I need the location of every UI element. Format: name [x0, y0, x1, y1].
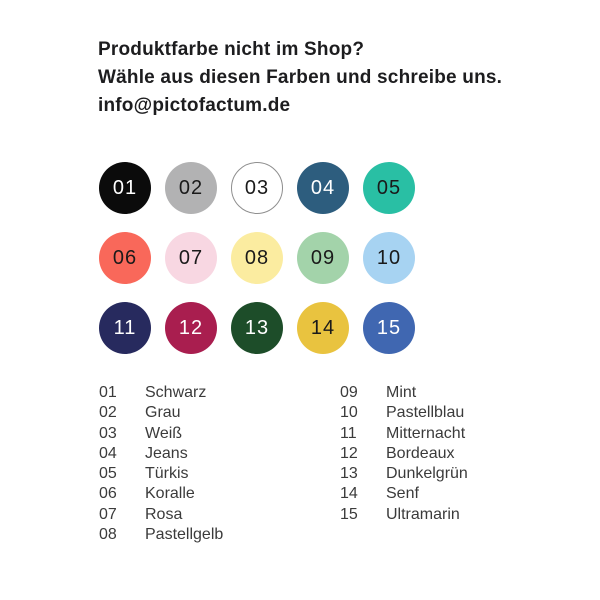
legend-item-14: 14 Senf: [340, 484, 468, 504]
legend-color-name: Bordeaux: [386, 444, 455, 462]
legend-color-name: Schwarz: [145, 384, 207, 401]
legend-item-02: 02 Grau: [99, 403, 223, 423]
legend-color-name: Ultramarin: [386, 505, 460, 523]
color-swatch-15: 15: [363, 302, 415, 354]
legend-number: 11: [340, 424, 357, 442]
legend-number: 04: [99, 444, 117, 462]
legend-color-name: Mitternacht: [386, 424, 466, 442]
legend-color-name: Rosa: [145, 505, 183, 523]
header-line-1: Produktfarbe nicht im Shop?: [98, 39, 365, 60]
legend-number: 07: [99, 505, 117, 523]
color-swatch-02: 02: [165, 162, 217, 214]
legend-number: 08: [99, 526, 117, 544]
legend-item-06: 06 Koralle: [99, 484, 223, 504]
color-swatch-12: 12: [165, 302, 217, 354]
legend-color-name: Senf: [386, 485, 419, 503]
legend-number: 05: [99, 465, 117, 483]
color-swatch-13: 13: [231, 302, 283, 354]
legend-item-08: 08 Pastellgelb: [99, 525, 223, 545]
legend-item-12: 12 Bordeaux: [340, 444, 468, 464]
color-swatch-07: 07: [165, 232, 217, 284]
legend-column-left: 01 Schwarz 02 Grau 03 Weiß 04 Jeans 05 Türkis 06 Ko…: [99, 383, 223, 545]
legend-item-11: 11 Mitternacht: [340, 424, 468, 444]
legend-item-01: 01 Schwarz: [99, 383, 223, 403]
legend-color-name: Jeans: [145, 444, 188, 462]
legend-item-10: 10 Pastellblau: [340, 403, 468, 423]
legend-number: 09: [340, 384, 358, 401]
legend-color-name: Dunkelgrün: [386, 465, 468, 483]
color-swatch-09: 09: [297, 232, 349, 284]
legend-item-07: 07 Rosa: [99, 505, 223, 525]
color-swatch-04: 04: [297, 162, 349, 214]
legend-color-name: Grau: [145, 404, 181, 422]
legend-color-name: Pastellgelb: [145, 526, 224, 544]
legend-item-13: 13 Dunkelgrün: [340, 464, 468, 484]
legend-number: 03: [99, 424, 117, 442]
legend-number: 02: [99, 404, 117, 422]
color-swatch-06: 06: [99, 232, 151, 284]
color-grid: 01 02 03 04 05 06 07 08 09 10 11 12 13 14 15: [99, 162, 415, 354]
color-swatch-03: 03: [231, 162, 283, 214]
legend-color-name: Türkis: [145, 465, 189, 483]
color-swatch-14: 14: [297, 302, 349, 354]
color-swatch-05: 05: [363, 162, 415, 214]
color-swatch-10: 10: [363, 232, 415, 284]
legend-item-09: 09 Mint: [340, 383, 468, 403]
legend-color-name: Mint: [386, 384, 417, 401]
legend-number: 14: [340, 485, 358, 503]
color-swatch-11: 11: [99, 302, 151, 354]
legend-number: 06: [99, 485, 117, 503]
email-address: info@pictofactum.de: [98, 95, 291, 116]
color-swatch-01: 01: [99, 162, 151, 214]
legend-number: 12: [340, 444, 358, 462]
legend-column-right: 09 Mint 10 Pastellblau 11 Mitternacht 12 Bordea…: [340, 383, 468, 525]
legend-item-05: 05 Türkis: [99, 464, 223, 484]
legend-color-name: Pastellblau: [386, 404, 465, 422]
header-line-2: Wähle aus diesen Farben und schreibe uns…: [98, 67, 503, 88]
legend-number: 15: [340, 505, 358, 523]
color-swatch-08: 08: [231, 232, 283, 284]
legend-number: 10: [340, 404, 358, 422]
legend-item-15: 15 Ultramarin: [340, 505, 468, 525]
legend-number: 01: [99, 384, 117, 401]
legend-color-name: Weiß: [145, 424, 183, 442]
legend-item-04: 04 Jeans: [99, 444, 223, 464]
legend-color-name: Koralle: [145, 485, 195, 503]
header: Produktfarbe nicht im Shop? Wähle aus di…: [98, 36, 502, 120]
legend-number: 13: [340, 465, 358, 483]
legend-item-03: 03 Weiß: [99, 424, 223, 444]
